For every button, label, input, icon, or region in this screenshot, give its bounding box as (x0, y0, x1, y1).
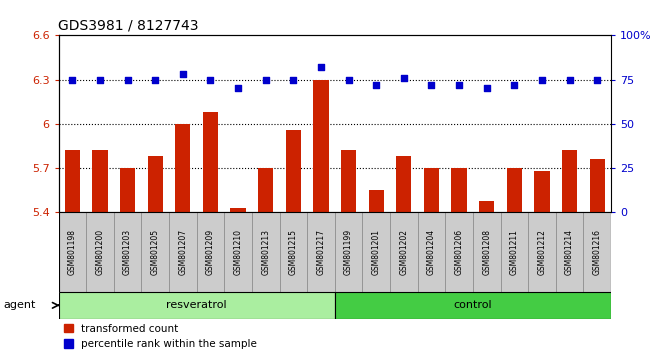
Bar (590, 159, 605, 212)
Text: GSM801200: GSM801200 (96, 229, 105, 275)
Point (371, 82, 382, 88)
Bar (556, 212, 584, 292)
Bar (500, 212, 528, 292)
Text: GSM801211: GSM801211 (510, 229, 519, 275)
Bar (424, 168, 439, 212)
Point (537, 77, 547, 82)
Text: GSM801198: GSM801198 (68, 229, 77, 275)
Bar (417, 212, 445, 292)
Bar (396, 156, 411, 212)
Bar (507, 168, 522, 212)
Bar (92, 150, 107, 212)
Bar (148, 156, 162, 212)
Text: GSM801199: GSM801199 (344, 229, 353, 275)
Bar (445, 212, 473, 292)
Point (233, 86, 243, 91)
Bar (142, 212, 169, 292)
Bar (252, 212, 280, 292)
Legend: transformed count, percentile rank within the sample: transformed count, percentile rank withi… (64, 324, 257, 349)
Point (288, 77, 298, 82)
Bar (335, 212, 363, 292)
Text: GSM801206: GSM801206 (454, 229, 463, 275)
Bar (58, 212, 86, 292)
Bar (280, 212, 307, 292)
Point (426, 82, 437, 88)
Bar (176, 124, 190, 212)
Text: control: control (454, 300, 492, 310)
Text: GSM801213: GSM801213 (261, 229, 270, 275)
Text: GSM801203: GSM801203 (123, 229, 132, 275)
Point (509, 82, 519, 88)
Bar (313, 80, 328, 212)
Bar (534, 171, 549, 212)
Bar (231, 208, 246, 212)
Text: GSM801204: GSM801204 (427, 229, 436, 275)
Text: GSM801212: GSM801212 (538, 229, 547, 275)
Text: GSM801205: GSM801205 (151, 229, 160, 275)
Bar (341, 150, 356, 212)
Point (150, 77, 161, 82)
Point (343, 77, 354, 82)
Text: GSM801216: GSM801216 (593, 229, 602, 275)
Bar (528, 212, 556, 292)
Point (95, 77, 105, 82)
Bar (562, 150, 577, 212)
Point (398, 75, 409, 81)
Bar (473, 212, 500, 292)
Bar (114, 212, 142, 292)
Bar (58, 292, 335, 319)
Text: GSM801210: GSM801210 (233, 229, 242, 275)
Text: GSM801202: GSM801202 (399, 229, 408, 275)
Point (592, 77, 603, 82)
Point (316, 64, 326, 70)
Text: GSM801207: GSM801207 (178, 229, 187, 275)
Text: GSM801208: GSM801208 (482, 229, 491, 275)
Text: GDS3981 / 8127743: GDS3981 / 8127743 (58, 19, 199, 33)
Bar (169, 212, 196, 292)
Bar (390, 212, 417, 292)
Bar (286, 130, 301, 212)
Text: GSM801201: GSM801201 (372, 229, 381, 275)
Bar (479, 201, 494, 212)
Bar (452, 168, 467, 212)
Point (454, 82, 464, 88)
Bar (258, 168, 273, 212)
Bar (224, 212, 252, 292)
Bar (65, 150, 80, 212)
Bar (307, 212, 335, 292)
Bar (203, 112, 218, 212)
Point (482, 86, 492, 91)
Bar (196, 212, 224, 292)
Point (67, 77, 77, 82)
Bar (335, 292, 611, 319)
Text: GSM801217: GSM801217 (317, 229, 326, 275)
Text: resveratrol: resveratrol (166, 300, 227, 310)
Text: GSM801215: GSM801215 (289, 229, 298, 275)
Bar (120, 168, 135, 212)
Bar (363, 212, 390, 292)
Point (205, 77, 216, 82)
Point (564, 77, 575, 82)
Text: GSM801209: GSM801209 (206, 229, 215, 275)
Text: agent: agent (3, 300, 36, 310)
Bar (86, 212, 114, 292)
Text: GSM801214: GSM801214 (565, 229, 574, 275)
Bar (584, 212, 611, 292)
Point (261, 77, 271, 82)
Point (177, 72, 188, 77)
Bar (369, 190, 383, 212)
Point (122, 77, 133, 82)
